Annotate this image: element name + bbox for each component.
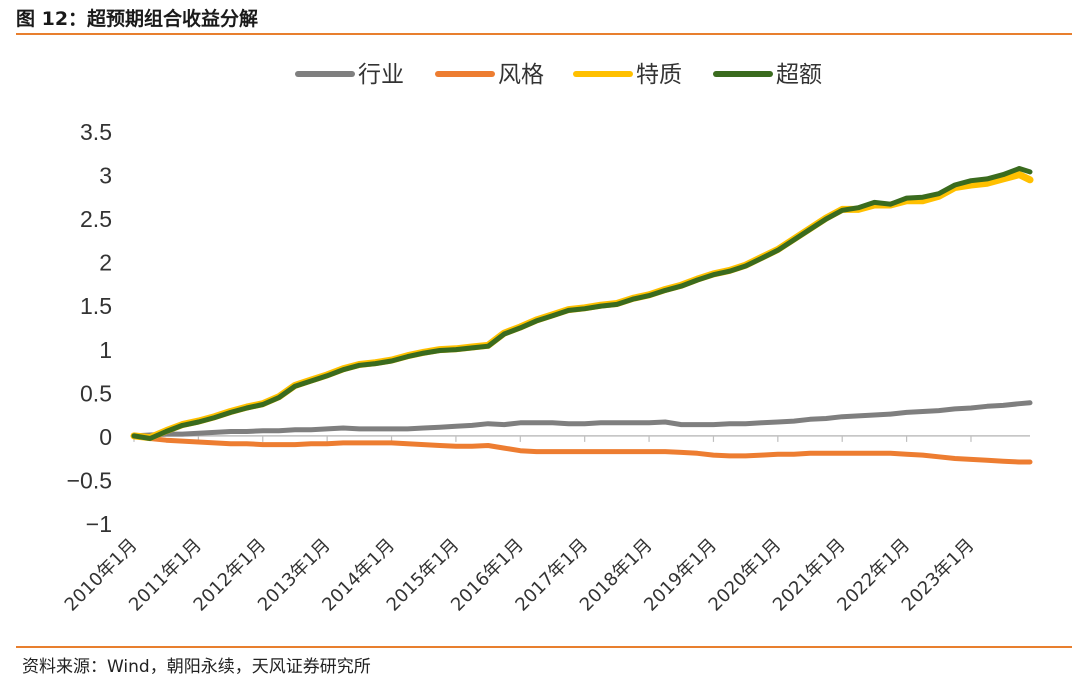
chart-legend: 行业 风格 特质 超额 — [295, 62, 822, 88]
series-line-3 — [130, 171, 1034, 442]
y-tick-label: −1 — [86, 511, 112, 537]
legend-label: 行业 — [358, 62, 404, 88]
series-line-4 — [131, 166, 1033, 441]
y-tick-label: 2.5 — [80, 206, 112, 232]
figure-title: 图 12：超预期组合收益分解 — [16, 8, 259, 30]
y-tick-label: 1.5 — [80, 293, 112, 319]
series-line-1 — [131, 400, 1033, 439]
series-layer — [130, 166, 1034, 465]
line-chart: 行业 风格 特质 超额 3.5 3 2.5 2 1.5 1 0.5 0 −0.5 −1 2010年1月2… — [61, 62, 1034, 615]
legend-label: 超额 — [776, 62, 822, 88]
y-tick-label: 2 — [99, 250, 112, 276]
source-note: 资料来源：Wind，朝阳永续，天风证券研究所 — [22, 657, 371, 677]
x-axis: 2010年1月2011年1月2012年1月2013年1月2014年1月2015年… — [61, 435, 1030, 615]
bottom-divider — [16, 646, 1072, 648]
y-tick-label: 0 — [99, 424, 112, 450]
series-line-2 — [131, 433, 1033, 465]
y-tick-label: 3 — [99, 163, 112, 189]
y-axis-ticks: 3.5 3 2.5 2 1.5 1 0.5 0 −0.5 −1 — [67, 119, 112, 537]
legend-label: 特质 — [636, 62, 682, 88]
legend-label: 风格 — [498, 62, 544, 88]
y-tick-label: 1 — [99, 337, 112, 363]
top-divider — [16, 33, 1072, 35]
y-tick-label: −0.5 — [67, 467, 112, 493]
y-tick-label: 3.5 — [80, 119, 112, 145]
y-tick-label: 0.5 — [80, 380, 112, 406]
